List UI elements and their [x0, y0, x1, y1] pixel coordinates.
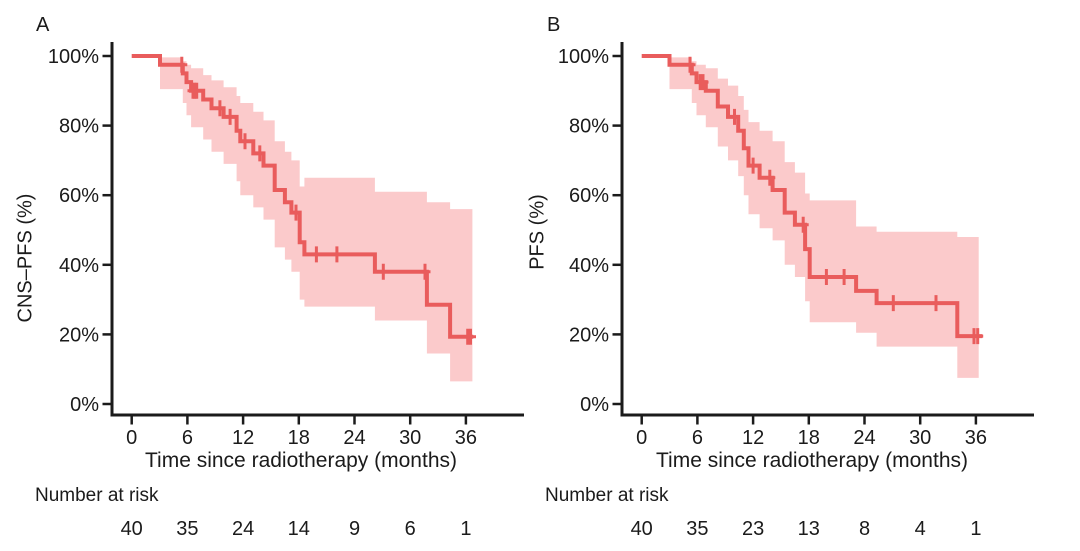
- panel-a-number-at-risk-label: Number at risk: [35, 485, 159, 506]
- censor-plus-icon: [820, 269, 832, 285]
- censor-plus-icon: [838, 269, 850, 285]
- panel-a-letter: A: [36, 14, 50, 36]
- number-at-risk-value: 24: [232, 518, 254, 540]
- censor-plus-icon: [290, 204, 302, 221]
- censor-plus-icon: [239, 133, 251, 150]
- axes: [102, 42, 524, 425]
- censor-plus-icon: [729, 108, 740, 125]
- x-tick-label: 30: [399, 427, 421, 449]
- number-at-risk-value: 1: [970, 518, 981, 540]
- censor-plus-icon: [224, 108, 236, 125]
- y-tick-label: 60%: [569, 185, 609, 207]
- x-tick-label: 24: [343, 427, 365, 449]
- tick-labels: 0 6 12 18 24 30 36 0% 20% 40% 60% 80% 100%: [48, 46, 477, 449]
- panel-b-number-at-risk-label: Number at risk: [545, 485, 669, 506]
- y-tick-label: 40%: [59, 255, 99, 277]
- number-at-risk-value: 14: [288, 518, 310, 540]
- x-tick-label: 6: [182, 427, 193, 449]
- censor-plus-icon: [697, 74, 709, 91]
- y-tick-label: 80%: [569, 116, 609, 138]
- censor-plus-icon: [310, 246, 322, 263]
- censor-plus-icon: [331, 246, 343, 263]
- number-at-risk-value: 35: [686, 518, 708, 540]
- number-at-risk-value: 35: [176, 518, 198, 540]
- x-tick-label: 12: [232, 427, 254, 449]
- x-tick-label: 30: [909, 427, 931, 449]
- y-tick-label: 100%: [48, 46, 99, 68]
- confidence-band: [669, 57, 979, 378]
- censor-plus-icon: [191, 82, 203, 99]
- censor-plus-icon: [887, 295, 899, 312]
- number-at-risk-value: 40: [121, 518, 143, 540]
- km-panel-b: 0 6 12 18 24 30 360%20%40%60%80%100%40 35 23 13 8 4…: [558, 42, 1034, 540]
- censor-plus-icon: [419, 263, 431, 280]
- censor-plus-icon: [684, 56, 696, 73]
- panel-a-x-axis-label: Time since radiotherapy (months): [144, 449, 458, 472]
- y-tick-label: 100%: [558, 46, 609, 68]
- censor-plus-icon: [764, 169, 776, 186]
- censor-marks: [684, 56, 984, 345]
- number-at-risk-value: 8: [859, 518, 870, 540]
- censor-plus-icon: [176, 56, 188, 73]
- y-tick-label: 80%: [59, 116, 99, 138]
- x-tick-label: 18: [288, 427, 310, 449]
- number-at-risk-value: 9: [349, 518, 360, 540]
- censor-plus-icon: [214, 100, 226, 117]
- panel-b-x-axis-label: Time since radiotherapy (months): [655, 449, 969, 472]
- number-at-risk-value: 6: [405, 518, 416, 540]
- x-tick-label: 6: [692, 427, 703, 449]
- confidence-band: [160, 57, 473, 382]
- km-panel-a: 0 6 12 18 24 30 36 0% 20% 40% 60% 80% 100% 40 35 24 14 9 6…: [48, 42, 524, 540]
- y-tick-label: 0%: [70, 394, 99, 416]
- tick-labels: 0 6 12 18 24 30 36 0% 20% 40% 60% 80% 100%: [558, 46, 987, 449]
- censor-plus-icon: [797, 216, 809, 233]
- y-tick-label: 0%: [580, 394, 609, 416]
- censor-plus-icon: [377, 263, 389, 280]
- y-tick-label: 40%: [569, 255, 609, 277]
- y-tick-label: 20%: [569, 324, 609, 346]
- x-tick-label: 0: [126, 427, 137, 449]
- censor-marks: [176, 56, 476, 345]
- number-at-risk-value: 40: [631, 518, 653, 540]
- panel-a-y-axis-label: CNS–PFS (%): [14, 193, 37, 323]
- censor-plus-icon: [465, 328, 476, 345]
- panel-b-y-axis-label: PFS (%): [526, 194, 549, 270]
- number-at-risk-row: 40 35 24 14 9 6 1: [121, 518, 472, 540]
- x-tick-label: 12: [742, 427, 764, 449]
- censor-plus-icon: [747, 157, 759, 174]
- x-tick-label: 0: [636, 427, 647, 449]
- y-tick-label: 60%: [59, 185, 99, 207]
- number-at-risk-value: 1: [460, 518, 471, 540]
- number-at-risk-value: 4: [915, 518, 926, 540]
- x-tick-label: 24: [853, 427, 875, 449]
- axes: [612, 42, 1034, 425]
- x-tick-label: 18: [798, 427, 820, 449]
- panel-b-letter: B: [547, 14, 561, 36]
- x-tick-label: 36: [965, 427, 987, 449]
- number-at-risk-value: 23: [742, 518, 764, 540]
- y-tick-label: 20%: [59, 324, 99, 346]
- censor-plus-icon: [254, 145, 266, 162]
- censor-plus-icon: [930, 295, 942, 312]
- number-at-risk-row: 40 35 23 13 8 4 1: [631, 518, 982, 540]
- number-at-risk-value: 13: [798, 518, 820, 540]
- censor-plus-icon: [972, 328, 984, 345]
- x-tick-label: 36: [455, 427, 477, 449]
